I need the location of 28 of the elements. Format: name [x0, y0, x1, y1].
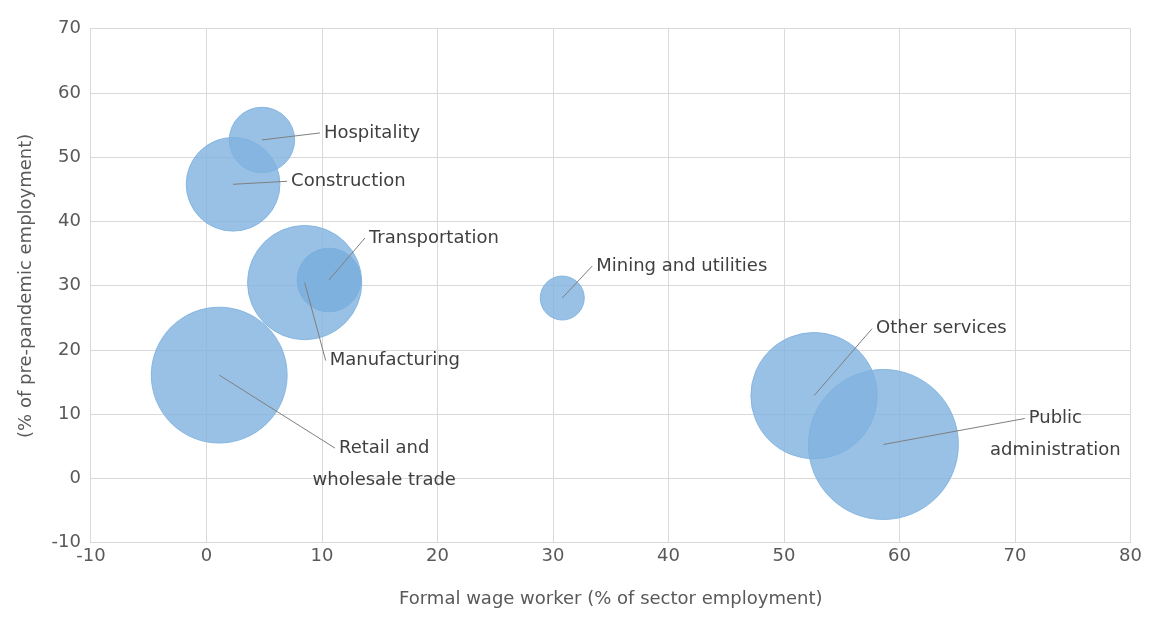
x-tick-label: 70 [1003, 544, 1027, 566]
series-label: Transportation [367, 225, 499, 247]
x-tick-label: 20 [426, 544, 449, 566]
x-axis-title: Formal wage worker (% of sector employment) [399, 586, 823, 608]
series-label: Construction [291, 168, 406, 190]
y-tick-label: 70 [58, 16, 81, 38]
series-label: Other services [876, 316, 1007, 338]
x-tick-label: 50 [772, 544, 796, 566]
y-tick-label: 50 [58, 144, 81, 166]
y-tick-label: 60 [58, 80, 81, 102]
y-axis-title: (% of pre-pandemic employment) [14, 133, 36, 438]
series-label: Hospitality [323, 120, 421, 142]
y-tick-label: 10 [58, 401, 81, 423]
y-tick-label: 0 [69, 466, 81, 488]
x-tick-label: 0 [200, 544, 213, 566]
x-tick-label: 30 [541, 544, 565, 566]
y-tick-label: 20 [58, 337, 81, 359]
x-tick-label: 80 [1119, 544, 1142, 566]
series-label: Mining and utilities [596, 253, 768, 275]
x-tick-label: 10 [310, 544, 334, 566]
y-tick-label: 30 [58, 273, 81, 295]
series-label: Manufacturing [329, 348, 461, 370]
x-tick-label: 60 [888, 544, 911, 566]
text: Retail and wholesale trade [312, 435, 456, 489]
y-tick-label: -10 [51, 530, 81, 552]
y-tick-label: 40 [58, 209, 81, 231]
x-tick-label: 40 [657, 544, 680, 566]
series-label: Public administration [989, 406, 1121, 460]
